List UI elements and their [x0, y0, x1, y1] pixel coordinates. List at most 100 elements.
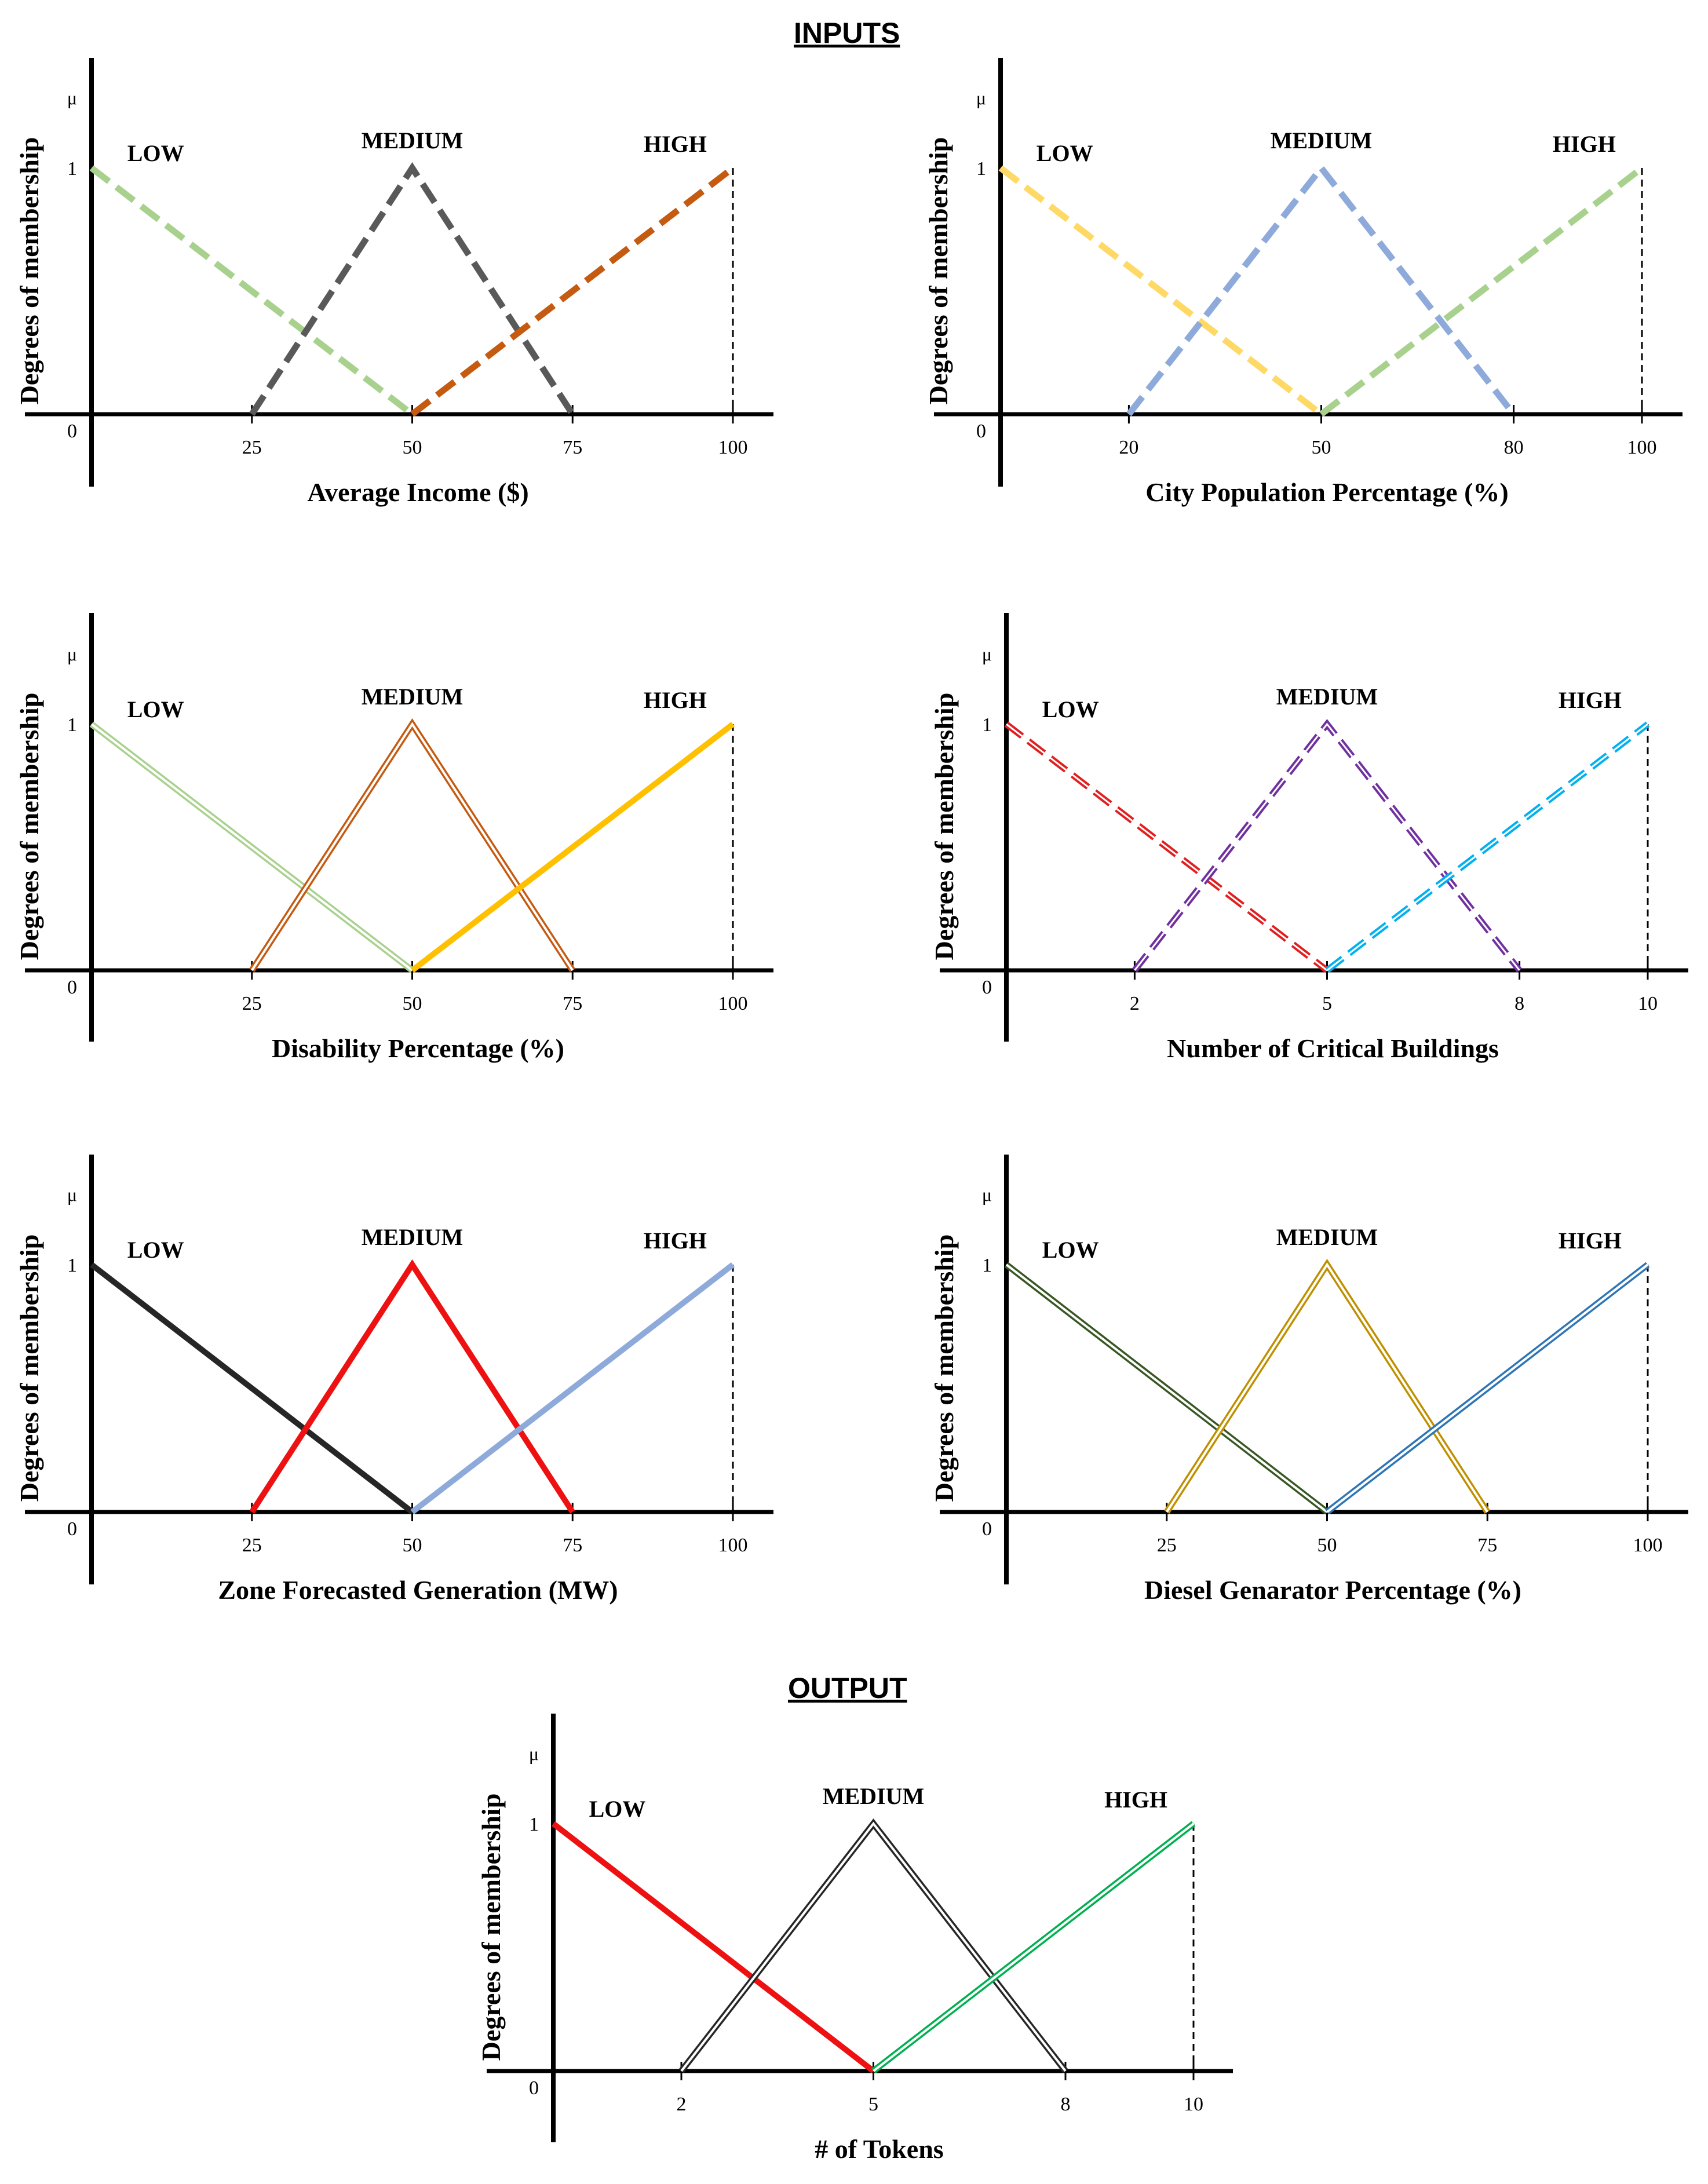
y-tick-label: 1	[976, 158, 986, 180]
x-axis-label: Diesel Genarator Percentage (%)	[1144, 1575, 1521, 1605]
origin-label: 0	[67, 421, 77, 442]
series-medium	[249, 718, 575, 973]
chart-5: 0 1 μ Degrees of membership 25 50 75 100 Zone Fo…	[14, 1155, 773, 1605]
series-high	[410, 165, 735, 417]
series-high-inner	[873, 1823, 1195, 2072]
label-low: LOW	[127, 696, 184, 722]
chart-2: 0 1 μ Degrees of membership 20 50 80 100 City Po…	[924, 58, 1683, 507]
y-axis-label: Degrees of membership	[14, 1235, 44, 1502]
series-medium-inner	[680, 1821, 1067, 2072]
x-tick-label: 50	[403, 993, 422, 1014]
label-medium: MEDIUM	[1271, 127, 1373, 154]
y-axis-label: Degrees of membership	[929, 1235, 959, 1502]
label-low: LOW	[589, 1796, 646, 1822]
series-medium-inner	[1166, 1262, 1488, 1513]
origin-label: 0	[67, 1518, 77, 1540]
y-axis-label: Degrees of membership	[14, 693, 44, 960]
origin-label: 0	[529, 2077, 539, 2099]
mu-label: μ	[529, 1743, 539, 1764]
x-tick-label: 10	[1184, 2094, 1203, 2115]
x-tick-label: 100	[1633, 1535, 1663, 1556]
label-medium: MEDIUM	[1276, 684, 1378, 710]
series-low-inner	[1005, 1263, 1328, 1513]
series-high-inner	[1326, 1263, 1649, 1513]
x-tick-label: 8	[1061, 2094, 1071, 2115]
label-high: HIGH	[644, 687, 707, 713]
label-high: HIGH	[1553, 131, 1616, 157]
series-low	[89, 165, 414, 417]
x-tick-label: 80	[1504, 437, 1524, 458]
x-tick-label: 25	[242, 1535, 262, 1556]
x-tick-label: 100	[718, 437, 748, 458]
mu-label: μ	[67, 644, 77, 664]
mu-label: μ	[67, 1184, 77, 1205]
y-tick-label: 1	[982, 1255, 992, 1276]
output-heading: OUTPUT	[788, 1672, 907, 1704]
y-axis-label: Degrees of membership	[929, 693, 959, 960]
mu-label: μ	[976, 87, 986, 108]
series-high-inner	[1326, 723, 1648, 972]
label-high: HIGH	[1559, 1228, 1622, 1254]
x-tick-label: 75	[563, 437, 582, 458]
label-medium: MEDIUM	[1276, 1224, 1378, 1250]
x-tick-label: 2	[1130, 993, 1140, 1014]
label-low: LOW	[127, 140, 184, 166]
x-tick-label: 20	[1119, 437, 1138, 458]
y-axis-label: Degrees of membership	[476, 1794, 506, 2061]
chart-6: 0 1 μ Degrees of membership 25 50 75 100 Diesel …	[929, 1155, 1688, 1605]
label-low: LOW	[1042, 1237, 1099, 1263]
label-high: HIGH	[1104, 1787, 1167, 1813]
y-tick-label: 1	[982, 714, 992, 736]
x-tick-label: 75	[563, 993, 582, 1014]
label-medium: MEDIUM	[362, 684, 464, 710]
origin-label: 0	[982, 977, 992, 998]
x-tick-label: 50	[403, 1535, 422, 1556]
series-medium-inner	[1134, 722, 1520, 971]
x-tick-label: 100	[1627, 437, 1657, 458]
x-tick-label: 25	[1157, 1535, 1177, 1556]
x-axis-label: Zone Forecasted Generation (MW)	[218, 1575, 618, 1605]
x-tick-label: 5	[1322, 993, 1332, 1014]
y-tick-label: 1	[67, 714, 77, 736]
x-tick-label: 100	[718, 993, 748, 1014]
origin-label: 0	[982, 1518, 992, 1540]
x-tick-label: 8	[1514, 993, 1524, 1014]
y-tick-label: 1	[67, 1255, 77, 1276]
series-high	[1319, 165, 1644, 417]
mu-label: μ	[67, 87, 77, 108]
mu-label: μ	[982, 1184, 992, 1205]
inputs-heading: INPUTS	[794, 17, 900, 49]
series-low-inner	[1006, 723, 1328, 972]
series-high	[410, 722, 735, 973]
y-axis-label: Degrees of membership	[924, 137, 953, 405]
x-axis-label: # of Tokens	[815, 2134, 943, 2164]
label-medium: MEDIUM	[362, 1224, 464, 1250]
series-medium	[1132, 719, 1522, 973]
x-tick-label: 75	[1477, 1535, 1497, 1556]
chart-3: 0 1 μ Degrees of membership 25 50 75 100 Disabil…	[14, 613, 773, 1063]
y-axis-label: Degrees of membership	[14, 137, 44, 405]
origin-label: 0	[67, 977, 77, 998]
series-low	[551, 1821, 875, 2073]
x-axis-label: Disability Percentage (%)	[272, 1033, 564, 1063]
origin-label: 0	[976, 421, 986, 442]
x-tick-label: 75	[563, 1535, 582, 1556]
label-low: LOW	[1037, 140, 1093, 166]
x-tick-label: 50	[1312, 437, 1331, 458]
x-axis-label: Average Income ($)	[307, 477, 528, 507]
series-low	[998, 165, 1323, 417]
mu-label: μ	[982, 644, 992, 664]
series-medium	[1126, 163, 1516, 417]
label-high: HIGH	[644, 1228, 707, 1254]
x-tick-label: 25	[242, 437, 262, 458]
x-tick-label: 25	[242, 993, 262, 1014]
series-medium-inner	[251, 722, 574, 972]
label-low: LOW	[127, 1237, 184, 1263]
chart-7: 0 1 μ Degrees of membership 2 5 8 10 # of Tokens…	[476, 1714, 1233, 2164]
series-medium	[1164, 1258, 1490, 1514]
x-tick-label: 100	[718, 1535, 748, 1556]
y-tick-label: 1	[67, 158, 77, 180]
x-axis-label: City Population Percentage (%)	[1145, 477, 1508, 507]
label-high: HIGH	[1559, 687, 1622, 713]
